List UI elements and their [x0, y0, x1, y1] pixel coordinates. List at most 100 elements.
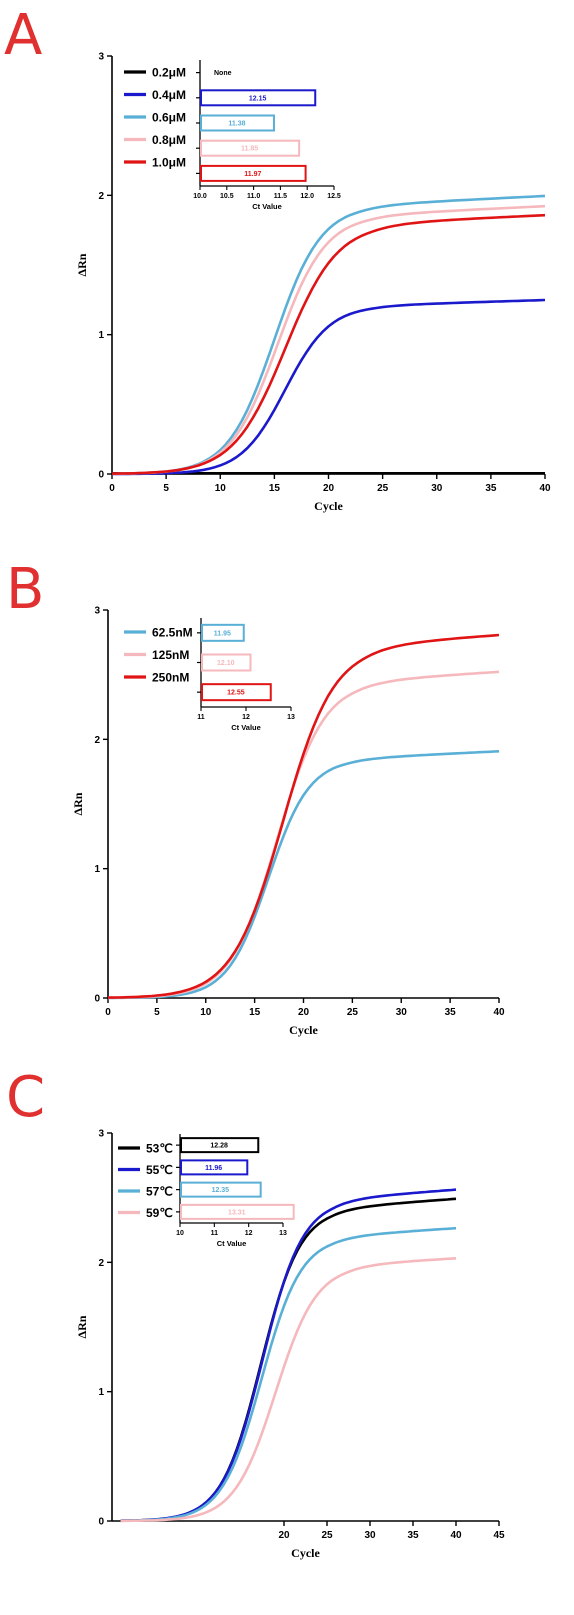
x-tick-label: 10	[215, 483, 227, 494]
x-tick-label: 35	[445, 1007, 457, 1018]
panel-letter-c: C	[6, 1065, 46, 1130]
y-axis-label: ΔRn	[75, 253, 89, 276]
x-tick-label: 0	[105, 1007, 111, 1018]
inset-x-tick-label: 13	[279, 1230, 287, 1237]
inset-x-tick-label: 10	[176, 1230, 184, 1237]
inset-x-tick-label: 12	[245, 1230, 253, 1237]
series-line-57℃	[120, 1226, 457, 1523]
y-axis-label: ΔRn	[75, 1315, 89, 1338]
x-tick-label: 40	[493, 1007, 505, 1018]
legend-label: 250nM	[152, 671, 189, 685]
x-tick-label: 5	[163, 483, 169, 494]
inset-bar-1.0μM	[200, 164, 307, 182]
inset-x-axis-label: Ct Value	[231, 723, 261, 732]
y-tick-label: 0	[98, 1517, 104, 1528]
inset-bar-0.4μM	[200, 89, 317, 107]
inset-bar-label: 12.35	[212, 1187, 230, 1194]
inset-bar-label: 11.96	[205, 1165, 222, 1172]
y-tick-label: 1	[98, 330, 104, 341]
inset-bar-59℃	[180, 1203, 295, 1220]
x-tick-label: 45	[493, 1530, 505, 1541]
x-axis-label: Cycle	[289, 1023, 318, 1037]
inset-bar-label: 11.85	[241, 146, 258, 153]
x-tick-label: 30	[364, 1530, 376, 1541]
x-tick-label: 5	[154, 1007, 160, 1018]
inset-x-tick-label: 13	[287, 714, 295, 721]
inset-bar-label: 12.10	[217, 660, 235, 667]
inset-bar-62.5nM	[201, 623, 245, 642]
inset-bar-label: 11.97	[244, 171, 261, 178]
inset-bar-label: None	[214, 70, 232, 77]
series-line-0.8μM	[111, 204, 546, 476]
x-tick-label: 35	[485, 483, 497, 494]
legend-label: 125nM	[152, 648, 189, 662]
inset-x-tick-label: 12.5	[327, 193, 341, 200]
x-tick-label: 40	[450, 1530, 462, 1541]
x-tick-label: 30	[396, 1007, 408, 1018]
inset-bar-label: 12.28	[210, 1143, 228, 1150]
legend-label: 0.2μM	[152, 66, 186, 80]
panel-letter-a: A	[4, 3, 43, 68]
x-tick-label: 25	[321, 1530, 333, 1541]
legend-label: 57℃	[146, 1185, 173, 1199]
x-axis-label: Cycle	[314, 499, 343, 513]
inset-x-tick-label: 12	[242, 714, 250, 721]
x-tick-label: 15	[269, 483, 281, 494]
y-tick-label: 1	[94, 864, 100, 875]
series-line-250nM	[108, 633, 500, 999]
inset-bar-125nM	[201, 653, 252, 672]
series-line-62.5nM	[108, 750, 500, 1000]
y-tick-label: 2	[94, 735, 100, 746]
legend-label: 62.5nM	[152, 626, 193, 640]
inset-bar-label: 11.95	[214, 630, 231, 637]
inset-x-tick-label: 11	[211, 1230, 219, 1237]
inset-bar-53℃	[180, 1137, 260, 1154]
inset-bar-250nM	[201, 683, 272, 702]
legend-label: 0.6μM	[152, 111, 186, 125]
legend-label: 55℃	[146, 1163, 173, 1177]
series-line-125nM	[107, 670, 500, 1000]
legend-label: 59℃	[146, 1206, 173, 1220]
x-tick-label: 20	[278, 1530, 290, 1541]
inset-x-tick-label: 11.0	[247, 193, 260, 200]
x-axis-label: Cycle	[291, 1546, 320, 1560]
x-tick-label: 15	[249, 1007, 261, 1018]
series-line-0.4μM	[112, 298, 546, 476]
inset-x-tick-label: 10.0	[193, 193, 207, 200]
inset-bar-0.6μM	[200, 114, 275, 132]
inset-bar-57℃	[180, 1181, 262, 1198]
legend-label: 0.8μM	[152, 133, 186, 147]
inset-bar-label: 12.15	[249, 95, 267, 102]
x-tick-label: 25	[377, 483, 389, 494]
y-tick-label: 3	[98, 52, 104, 63]
inset-bar-0.8μM	[200, 139, 301, 157]
x-tick-label: 35	[407, 1530, 419, 1541]
y-tick-label: 3	[98, 1129, 104, 1140]
legend-label: 1.0μM	[152, 156, 186, 170]
x-tick-label: 20	[323, 483, 335, 494]
panel-letter-b: B	[6, 557, 45, 622]
legend-label: 53℃	[146, 1142, 173, 1156]
y-tick-label: 2	[98, 1258, 104, 1269]
y-axis-label: ΔRn	[71, 792, 85, 815]
inset-x-axis-label: Ct Value	[217, 1239, 247, 1248]
inset-bar-label: 11.38	[228, 121, 245, 128]
legend-label: 0.4μM	[152, 88, 186, 102]
x-tick-label: 25	[347, 1007, 359, 1018]
y-tick-label: 1	[98, 1387, 104, 1398]
inset-x-tick-label: 11	[197, 714, 205, 721]
x-tick-label: 40	[539, 483, 551, 494]
series-line-0.6μM	[112, 194, 546, 475]
x-tick-label: 20	[298, 1007, 310, 1018]
inset-bar-label: 12.55	[227, 690, 245, 697]
inset-x-tick-label: 12.0	[300, 193, 314, 200]
series-line-59℃	[120, 1257, 457, 1523]
series-line-53℃	[120, 1197, 457, 1522]
inset-bar-55℃	[180, 1159, 249, 1176]
y-tick-label: 0	[98, 470, 104, 481]
inset-x-tick-label: 11.5	[274, 193, 287, 200]
x-tick-label: 10	[200, 1007, 212, 1018]
inset-x-axis-label: Ct Value	[252, 202, 282, 211]
